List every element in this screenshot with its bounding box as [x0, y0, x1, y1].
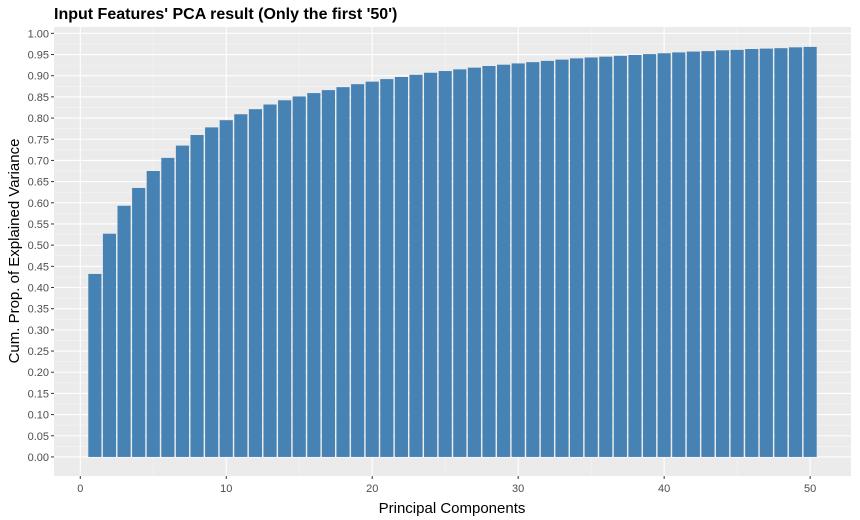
bar	[336, 87, 350, 457]
y-tick-label: 0.30	[28, 325, 49, 337]
bar	[730, 49, 744, 457]
y-tick-label: 0.95	[28, 50, 49, 62]
bar	[394, 76, 408, 457]
y-tick-label: 0.55	[28, 219, 49, 231]
y-tick-label: 0.80	[28, 113, 49, 125]
x-tick-label: 20	[366, 483, 378, 495]
y-tick-label: 0.45	[28, 261, 49, 273]
bar	[672, 52, 686, 457]
bars	[88, 46, 817, 457]
bar	[117, 205, 131, 457]
y-tick-label: 0.90	[28, 71, 49, 83]
bar	[657, 53, 671, 457]
bar	[686, 51, 700, 457]
y-tick-label: 0.00	[28, 452, 49, 464]
bar	[701, 51, 715, 457]
bar	[715, 50, 730, 457]
bar	[380, 79, 394, 457]
x-tick-label: 10	[220, 483, 232, 495]
x-tick-label: 0	[77, 483, 83, 495]
bar	[540, 60, 554, 457]
bar	[745, 49, 759, 457]
chart-title: Input Features' PCA result (Only the fir…	[54, 6, 397, 23]
bar	[321, 90, 335, 457]
bar	[482, 65, 496, 457]
bar	[161, 157, 175, 457]
y-tick-label: 0.60	[28, 198, 49, 210]
bar	[570, 58, 584, 457]
x-tick-label: 30	[512, 483, 524, 495]
bar	[219, 120, 233, 457]
bar	[642, 54, 657, 457]
bar	[599, 56, 613, 457]
bar	[88, 273, 102, 457]
y-axis: 0.00 0.05 0.10 0.15 0.20 0.25 0.30 0.35 0.40 0.45…	[28, 28, 54, 464]
bar	[205, 127, 219, 457]
bar	[788, 47, 803, 457]
y-tick-label: 1.00	[28, 28, 49, 40]
y-tick-label: 0.40	[28, 283, 49, 295]
bar	[803, 46, 817, 457]
y-tick-label: 0.20	[28, 367, 49, 379]
bar	[307, 93, 321, 457]
bar	[365, 81, 379, 457]
bar	[263, 104, 277, 457]
bar	[278, 100, 292, 457]
bar	[467, 67, 481, 457]
y-axis-title: Cum. Prop. of Explained Variance	[6, 139, 23, 364]
y-tick-label: 0.70	[28, 155, 49, 167]
y-tick-label: 0.65	[28, 177, 49, 189]
y-tick-label: 0.25	[28, 346, 49, 358]
bar	[102, 233, 117, 457]
bar	[190, 135, 204, 457]
bar	[175, 145, 190, 457]
bar	[584, 57, 598, 457]
y-tick-label: 0.05	[28, 431, 49, 443]
y-tick-label: 0.15	[28, 388, 49, 400]
bar	[628, 54, 642, 457]
bar	[555, 59, 569, 457]
x-axis-title: Principal Components	[379, 500, 526, 517]
x-tick-label: 50	[804, 483, 816, 495]
bar	[774, 48, 788, 457]
bar	[424, 72, 438, 457]
y-tick-label: 0.85	[28, 92, 49, 104]
bar	[146, 171, 160, 457]
bar	[248, 109, 263, 457]
bar	[613, 55, 627, 457]
bar	[132, 187, 146, 457]
y-tick-label: 0.75	[28, 134, 49, 146]
bar	[351, 84, 365, 457]
bar	[497, 64, 511, 457]
x-tick-label: 40	[658, 483, 670, 495]
bar	[234, 114, 248, 457]
bar	[438, 71, 452, 457]
bar	[511, 63, 525, 457]
bar	[526, 62, 540, 457]
x-axis: 0 10 20 30 40 50	[77, 476, 816, 495]
y-tick-label: 0.50	[28, 240, 49, 252]
bar	[409, 74, 423, 457]
y-tick-label: 0.35	[28, 304, 49, 316]
bar	[759, 48, 773, 457]
y-tick-label: 0.10	[28, 410, 49, 422]
bar	[453, 69, 467, 457]
bar	[292, 96, 306, 457]
